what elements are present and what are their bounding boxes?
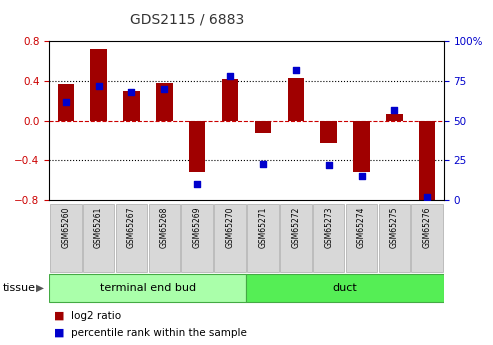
FancyBboxPatch shape: [246, 274, 444, 302]
Text: ▶: ▶: [36, 283, 44, 293]
FancyBboxPatch shape: [412, 204, 443, 272]
Text: GSM65270: GSM65270: [226, 206, 235, 248]
Text: ■: ■: [54, 311, 65, 321]
Bar: [287, 78, 304, 121]
Point: [128, 89, 136, 95]
Point: [292, 67, 300, 73]
Bar: [353, 121, 370, 172]
FancyBboxPatch shape: [379, 204, 410, 272]
FancyBboxPatch shape: [346, 204, 377, 272]
Bar: [90, 49, 107, 121]
Text: ■: ■: [54, 328, 65, 338]
Point: [62, 99, 70, 105]
Point: [423, 194, 431, 200]
Point: [226, 73, 234, 79]
FancyBboxPatch shape: [83, 204, 114, 272]
Text: GSM65267: GSM65267: [127, 206, 136, 248]
Bar: [255, 121, 271, 132]
Text: GSM65261: GSM65261: [94, 206, 103, 248]
Point: [95, 83, 103, 89]
Bar: [123, 91, 140, 121]
FancyBboxPatch shape: [280, 204, 312, 272]
Text: GSM65271: GSM65271: [258, 206, 267, 248]
Bar: [419, 121, 435, 202]
Bar: [156, 83, 173, 121]
FancyBboxPatch shape: [214, 204, 246, 272]
Text: log2 ratio: log2 ratio: [71, 311, 122, 321]
Point: [325, 162, 333, 168]
Point: [259, 161, 267, 166]
Text: GSM65268: GSM65268: [160, 206, 169, 248]
FancyBboxPatch shape: [148, 204, 180, 272]
Text: duct: duct: [333, 283, 357, 293]
FancyBboxPatch shape: [50, 204, 81, 272]
Bar: [189, 121, 206, 172]
Text: GSM65269: GSM65269: [193, 206, 202, 248]
FancyBboxPatch shape: [313, 204, 345, 272]
FancyBboxPatch shape: [49, 274, 247, 302]
FancyBboxPatch shape: [247, 204, 279, 272]
Text: percentile rank within the sample: percentile rank within the sample: [71, 328, 247, 338]
Point: [357, 174, 365, 179]
Text: GSM65260: GSM65260: [61, 206, 70, 248]
Text: GSM65273: GSM65273: [324, 206, 333, 248]
Text: GSM65276: GSM65276: [423, 206, 432, 248]
Bar: [320, 121, 337, 142]
Text: terminal end bud: terminal end bud: [100, 283, 196, 293]
FancyBboxPatch shape: [116, 204, 147, 272]
Bar: [222, 79, 238, 121]
Point: [160, 86, 168, 92]
Text: GSM65275: GSM65275: [390, 206, 399, 248]
Point: [193, 181, 201, 187]
Bar: [58, 84, 74, 121]
Point: [390, 107, 398, 112]
Text: GSM65272: GSM65272: [291, 206, 300, 248]
Text: GSM65274: GSM65274: [357, 206, 366, 248]
Text: tissue: tissue: [2, 283, 35, 293]
Text: GDS2115 / 6883: GDS2115 / 6883: [130, 12, 245, 26]
Bar: [386, 114, 403, 121]
FancyBboxPatch shape: [181, 204, 213, 272]
